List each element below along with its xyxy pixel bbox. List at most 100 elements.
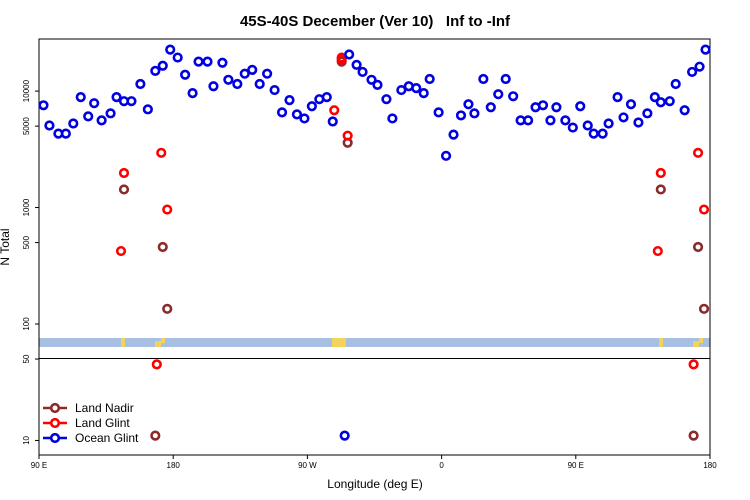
point [692, 241, 704, 253]
y-tick-label: 1000 [22, 198, 31, 216]
y-tick-label: 100 [22, 317, 31, 331]
point [463, 99, 474, 110]
y-axis-label: N Total [0, 228, 12, 265]
point [655, 167, 666, 179]
point [291, 109, 303, 120]
point [254, 78, 265, 90]
point [469, 108, 480, 119]
point [118, 184, 130, 195]
x-tick-label: 0 [439, 461, 444, 470]
point [83, 111, 94, 122]
point [351, 59, 362, 70]
point [111, 92, 122, 103]
point [692, 147, 704, 158]
point [75, 92, 86, 103]
point [612, 92, 623, 103]
point [60, 128, 71, 139]
point [433, 107, 444, 118]
point [698, 303, 710, 314]
y-tick-label: 10000 [22, 79, 31, 102]
plot-frame [38, 38, 711, 456]
legend-label: Land Nadir [75, 401, 134, 415]
point [633, 117, 644, 128]
land-ocean-strip [39, 338, 710, 347]
point [522, 115, 534, 126]
point [478, 73, 489, 85]
point [560, 115, 571, 126]
point [575, 101, 586, 112]
point [618, 112, 629, 123]
point [698, 204, 710, 215]
point [321, 92, 332, 103]
x-tick-label: 90 E [568, 461, 584, 470]
point [455, 110, 467, 121]
point [687, 66, 698, 78]
point [603, 118, 614, 129]
point [150, 430, 161, 441]
legend-label: Land Glint [75, 416, 130, 430]
point [551, 102, 562, 113]
point [679, 105, 690, 116]
y-tick-label: 5000 [22, 117, 31, 135]
point [588, 128, 599, 139]
point [299, 113, 310, 124]
point [688, 359, 699, 370]
legend-marker [49, 402, 61, 414]
point [262, 68, 273, 79]
point [448, 129, 459, 140]
point [96, 115, 107, 126]
point [239, 68, 250, 79]
point [327, 116, 338, 127]
point [284, 95, 295, 106]
point [387, 113, 398, 124]
point [372, 79, 383, 90]
point [276, 107, 288, 118]
point [208, 81, 219, 92]
point [342, 130, 353, 141]
point [157, 60, 168, 71]
point [642, 108, 653, 119]
point [187, 88, 198, 99]
point [150, 65, 161, 77]
x-axis-label: Longitude (deg E) [327, 477, 422, 491]
point [165, 44, 176, 55]
y-tick-label: 50 [22, 354, 31, 363]
chart-title: 45S-40S December (Ver 10) Inf to -Inf [240, 13, 511, 30]
point [202, 56, 213, 67]
point [38, 100, 49, 111]
legend-label: Ocean Glint [75, 431, 139, 445]
point [597, 128, 608, 139]
point [694, 61, 705, 72]
point [344, 49, 355, 60]
point [126, 96, 137, 107]
point [339, 430, 350, 441]
point [68, 118, 79, 129]
point [223, 74, 234, 85]
point [357, 66, 368, 78]
y-tick-label: 500 [22, 235, 31, 249]
point [105, 108, 116, 119]
point [508, 91, 519, 102]
point [151, 359, 162, 370]
point [670, 78, 681, 90]
point [545, 115, 556, 126]
series-points [115, 52, 710, 370]
point [118, 167, 130, 179]
point [500, 73, 511, 85]
point [440, 150, 452, 161]
point [44, 120, 55, 131]
x-tick-label: 180 [167, 461, 181, 470]
y-tick-label: 10 [22, 435, 31, 444]
point [115, 245, 127, 257]
point [162, 303, 173, 314]
point [652, 245, 663, 257]
point [157, 241, 168, 253]
point [493, 89, 504, 100]
point [485, 102, 496, 113]
point [700, 44, 711, 55]
x-tick-label: 180 [703, 461, 717, 470]
point [135, 78, 146, 90]
point [172, 52, 183, 63]
